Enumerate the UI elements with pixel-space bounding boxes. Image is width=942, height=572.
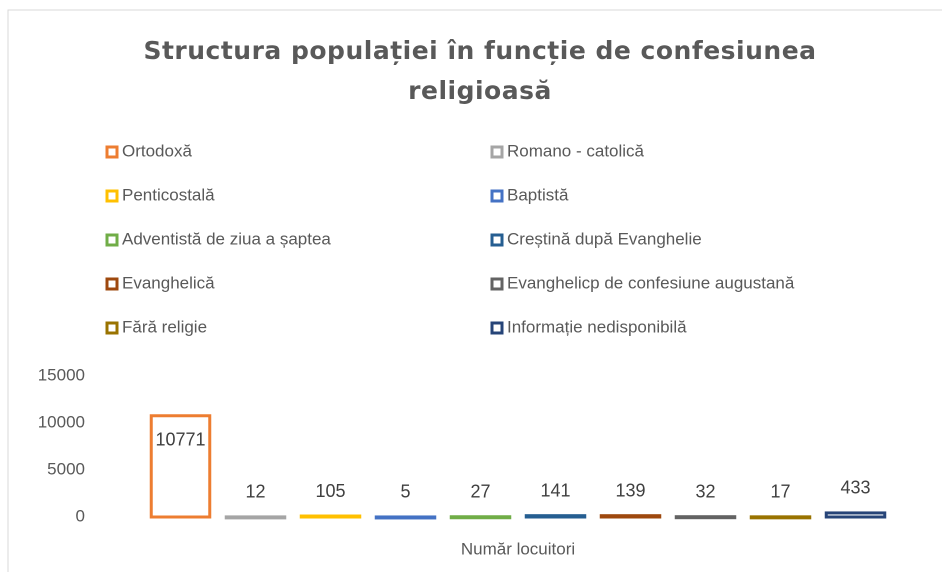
legend-label: Baptistă (507, 185, 569, 204)
legend-swatch (105, 189, 119, 203)
legend-label: Romano - catolică (507, 141, 645, 160)
legend-label: Penticostală (122, 185, 215, 204)
bar (224, 515, 287, 520)
data-label: 10771 (155, 430, 205, 450)
bar (599, 514, 662, 519)
bar (749, 515, 812, 520)
chart-title: Structura populației în funcție de confe… (143, 36, 816, 65)
bar (374, 515, 437, 520)
legend-swatch (105, 277, 119, 291)
legend-swatch (105, 321, 119, 335)
legend-label: Fără religie (122, 317, 207, 336)
data-label: 433 (840, 478, 870, 498)
data-label: 139 (615, 480, 645, 500)
chart-title: religioasă (408, 76, 552, 105)
bar (299, 514, 362, 519)
legend-swatch (490, 233, 504, 247)
legend-swatch (105, 233, 119, 247)
legend-swatch (490, 145, 504, 159)
legend-label: Evanghelică (122, 273, 215, 292)
legend-label: Informație nedisponibilă (507, 317, 687, 336)
legend-swatch (490, 321, 504, 335)
data-label: 141 (540, 480, 570, 500)
bar (674, 515, 737, 520)
y-tick-label: 5000 (47, 459, 85, 478)
legend-label: Adventistă de ziua a șaptea (122, 229, 331, 248)
y-tick-label: 10000 (38, 412, 85, 431)
bar (824, 511, 887, 519)
y-tick-label: 15000 (38, 365, 85, 384)
legend-label: Creștină după Evanghelie (507, 229, 702, 248)
data-label: 12 (245, 482, 265, 502)
data-label: 105 (315, 481, 345, 501)
y-tick-label: 0 (76, 506, 85, 525)
data-label: 27 (470, 481, 490, 501)
legend-swatch (105, 145, 119, 159)
data-label: 5 (400, 482, 410, 502)
legend-label: Evanghelicp de confesiune augustană (507, 273, 795, 292)
data-label: 17 (770, 482, 790, 502)
bar (149, 414, 212, 519)
bar (524, 514, 587, 519)
x-tick-label: Număr locuitori (461, 539, 575, 558)
legend-label: Ortodoxă (122, 141, 192, 160)
chart-border (7, 9, 942, 572)
data-label: 32 (695, 481, 715, 501)
legend-swatch (490, 189, 504, 203)
legend-swatch (490, 277, 504, 291)
bar (449, 515, 512, 520)
